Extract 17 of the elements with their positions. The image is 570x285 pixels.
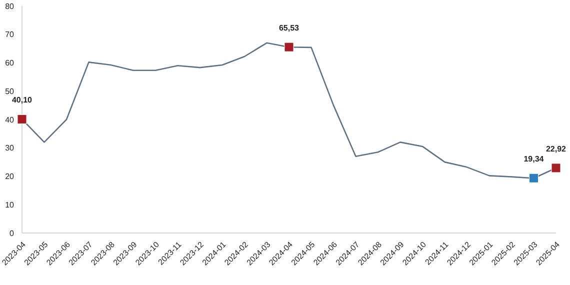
point: [529, 173, 538, 183]
data-label: 65,53: [278, 24, 300, 33]
point: [551, 163, 561, 173]
y-tick-label: 0: [10, 228, 15, 238]
point: [284, 42, 294, 52]
y-tick-label: 20: [5, 172, 15, 182]
data-label: 40,10: [12, 96, 33, 105]
data-label: 19,34: [524, 154, 544, 164]
data-label: 22,92: [546, 144, 567, 154]
y-tick-label: 40: [5, 115, 15, 124]
y-tick-label: 70: [5, 30, 15, 40]
y-tick-label: 80: [5, 2, 15, 11]
y-tick-label: 60: [5, 58, 15, 68]
point: [17, 114, 27, 124]
y-tick-label: 30: [5, 144, 15, 153]
y-tick-label: 50: [5, 86, 15, 96]
y-tick-label: 10: [5, 200, 15, 210]
